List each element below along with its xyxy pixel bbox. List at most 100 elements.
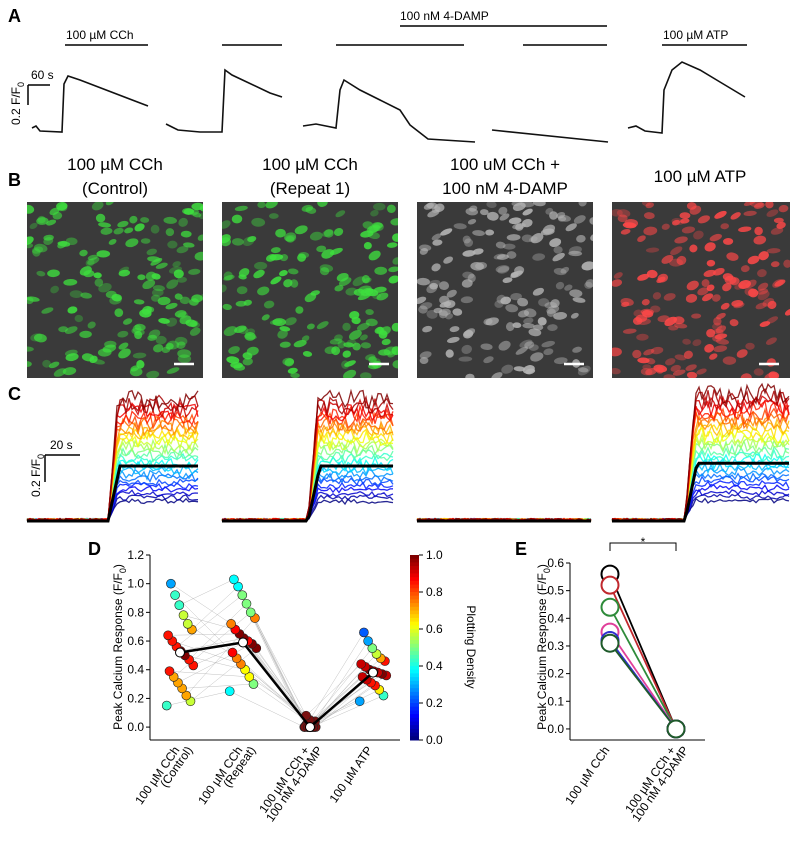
cell	[392, 233, 398, 242]
colorbar-cell	[410, 566, 419, 571]
cell	[137, 274, 146, 281]
cell	[552, 252, 565, 262]
cell	[701, 279, 710, 287]
cell	[513, 366, 526, 372]
cell	[553, 357, 568, 365]
image-title: 100 nM 4-DAMP	[442, 179, 568, 198]
micrograph	[27, 202, 203, 378]
cell	[129, 367, 143, 377]
cell	[716, 312, 726, 320]
cell	[65, 353, 79, 362]
cell	[692, 339, 702, 347]
cell	[188, 268, 201, 275]
data-point	[161, 700, 172, 711]
cell	[27, 243, 34, 249]
paired-point	[666, 719, 686, 739]
cell	[275, 228, 286, 238]
y-axis-label-part: Peak Calcium Response (F/F	[535, 573, 549, 730]
y-axis-label-sub: 0	[118, 568, 128, 573]
colorbar-cell	[410, 629, 419, 634]
cell	[118, 269, 131, 277]
cell	[125, 238, 139, 248]
cell	[553, 246, 563, 254]
cell	[261, 314, 270, 321]
cell	[361, 275, 370, 284]
cell	[480, 209, 489, 216]
cell	[145, 271, 157, 281]
images	[27, 202, 790, 378]
cell	[123, 318, 133, 325]
colorbar-cell	[410, 588, 419, 593]
treatment-label: 100 µM ATP	[663, 28, 728, 42]
cell	[263, 300, 275, 309]
cell	[177, 349, 192, 359]
significance-bracket	[609, 542, 677, 551]
cell	[388, 275, 398, 284]
cell	[754, 226, 763, 236]
pairing-line	[184, 655, 246, 670]
colorbar-cell	[410, 658, 419, 663]
colorbar-cell	[410, 640, 419, 645]
cell	[522, 323, 535, 329]
pairing-line	[177, 643, 253, 683]
cell	[485, 229, 495, 236]
cell	[766, 209, 779, 217]
pairing-line	[180, 637, 244, 652]
cell	[309, 231, 323, 241]
panel-letter: C	[8, 384, 21, 404]
cell	[178, 217, 188, 227]
cell	[346, 339, 357, 347]
cell	[333, 227, 344, 236]
cell	[637, 235, 646, 242]
cell	[720, 223, 730, 230]
significance-label: *	[641, 535, 646, 549]
cell	[445, 313, 454, 320]
data-point	[181, 690, 192, 701]
y-tick-label: 0.6	[547, 556, 564, 570]
cell	[458, 356, 473, 362]
cell	[612, 279, 623, 287]
cell	[58, 326, 68, 333]
cell	[549, 211, 558, 220]
cell	[81, 353, 95, 362]
cell	[158, 318, 170, 324]
colorbar-cell	[410, 691, 419, 697]
cell	[642, 364, 652, 370]
cell	[438, 281, 450, 291]
cell	[129, 215, 138, 224]
cell	[467, 218, 477, 225]
cell-trace	[611, 466, 790, 523]
colorbar-cell	[410, 647, 419, 652]
cell	[266, 254, 277, 262]
cell	[29, 222, 38, 230]
cell	[150, 258, 163, 266]
cell	[284, 358, 295, 367]
cell	[774, 279, 786, 287]
cell	[132, 324, 142, 334]
cell	[272, 318, 287, 327]
cell	[100, 227, 113, 235]
cell	[294, 225, 308, 235]
cell	[683, 350, 693, 359]
cell	[672, 369, 686, 376]
cell	[374, 266, 388, 275]
cell	[480, 343, 493, 350]
cell	[364, 288, 379, 297]
cell	[753, 235, 767, 245]
cell	[67, 306, 78, 314]
cell	[541, 340, 555, 348]
cell	[165, 302, 178, 310]
cell	[522, 208, 533, 216]
data-point	[163, 630, 173, 641]
cell	[686, 280, 699, 291]
cell	[41, 307, 54, 314]
cell	[706, 259, 716, 267]
cell	[231, 214, 243, 224]
cell	[713, 345, 728, 353]
data-point	[178, 610, 189, 621]
y-axis-label-sub: 0	[542, 568, 552, 573]
cell	[632, 349, 642, 359]
cell	[27, 297, 34, 305]
cell	[525, 368, 536, 375]
colorbar-cell	[410, 555, 419, 560]
